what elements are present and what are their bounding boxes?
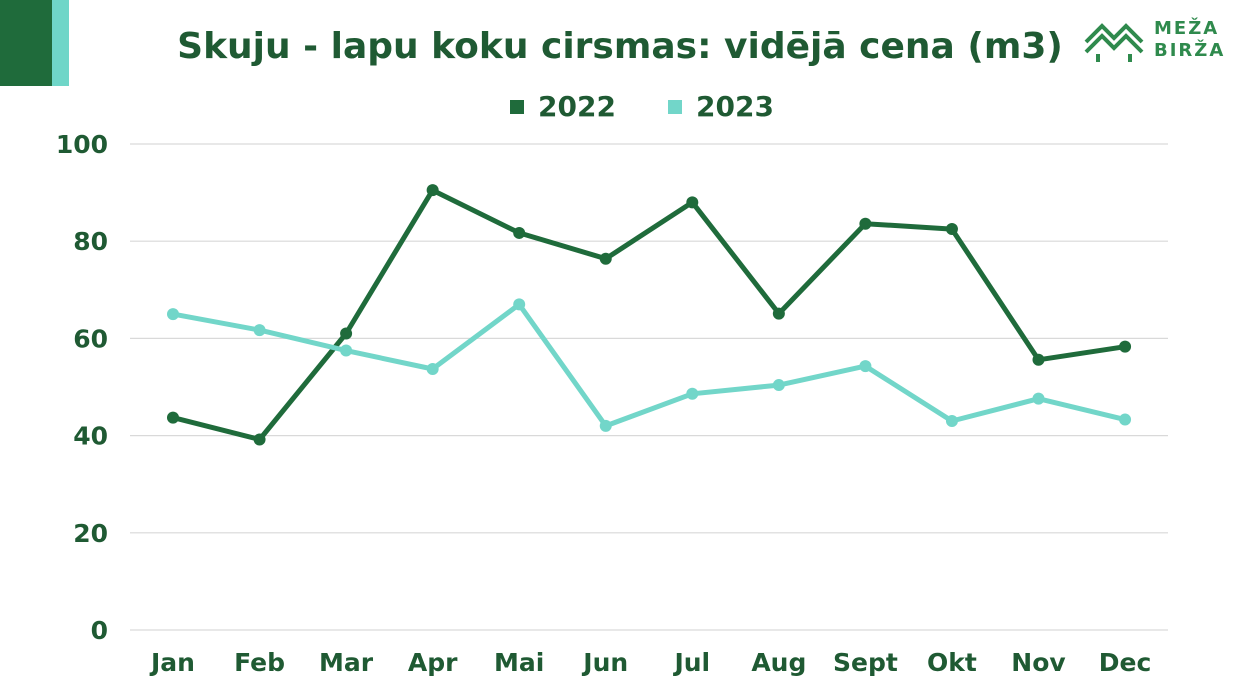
x-tick-label-jul: Jul [672, 648, 710, 677]
legend-item-2023: 2023 [668, 90, 774, 123]
chart-legend: 2022 2023 [0, 90, 1238, 124]
x-tick-label-jun: Jun [581, 648, 628, 677]
series-line-2023 [170, 301, 1128, 429]
x-tick-label-mar: Mar [319, 648, 374, 677]
logo-text: MEŽA BIRŽA [1154, 18, 1225, 62]
data-point-2022-feb [253, 433, 266, 446]
x-tick-label-sept: Sept [833, 648, 898, 677]
x-tick-label-aug: Aug [751, 648, 806, 677]
x-tick-label-apr: Apr [408, 648, 458, 677]
legend-label-2022: 2022 [538, 90, 616, 123]
data-point-2023-nov [1032, 392, 1045, 405]
y-tick-label-40: 40 [73, 422, 108, 451]
legend-label-2023: 2023 [696, 90, 774, 123]
x-tick-label-feb: Feb [234, 648, 285, 677]
logo-line-1: MEŽA [1154, 18, 1220, 39]
corner-accent-dark [0, 0, 52, 86]
data-point-2022-jun [599, 252, 612, 265]
data-point-2022-nov [1032, 353, 1045, 366]
y-tick-label-80: 80 [73, 227, 108, 256]
data-point-2022-jul [686, 196, 699, 209]
data-point-2023-feb [253, 324, 266, 337]
data-point-2023-apr [426, 363, 439, 376]
chart-title: Skuju - lapu koku cirsmas: vidējā cena (… [177, 26, 1063, 67]
data-point-2023-jan [167, 308, 179, 321]
x-tick-label-jan: Jan [149, 648, 195, 677]
data-point-2023-aug [772, 379, 785, 392]
data-point-2022-mar [340, 327, 353, 340]
data-point-2023-jun [599, 419, 612, 432]
x-tick-label-dec: Dec [1099, 648, 1152, 677]
data-point-2023-okt [945, 415, 958, 428]
data-point-2022-dec [1119, 340, 1132, 353]
data-point-2022-apr [426, 184, 439, 197]
y-tick-label-20: 20 [73, 519, 108, 548]
legend-swatch-2022 [510, 99, 524, 114]
x-tick-label-mai: Mai [494, 648, 544, 677]
logo-line-2: BIRŽA [1154, 40, 1226, 61]
y-tick-label-60: 60 [73, 324, 108, 353]
forest-mountains-icon [1084, 23, 1144, 62]
x-tick-label-nov: Nov [1011, 648, 1065, 677]
data-point-2022-okt [945, 223, 958, 236]
data-point-2022-aug [772, 307, 785, 320]
data-point-2023-jul [686, 387, 699, 400]
series-line-2022 [170, 187, 1128, 442]
x-tick-label-okt: Okt [927, 648, 977, 677]
data-point-2023-mai [513, 298, 526, 311]
legend-swatch-2023 [668, 99, 682, 114]
legend-item-2022: 2022 [510, 90, 616, 123]
y-tick-label-100: 100 [56, 130, 108, 159]
meza-birza-logo: MEŽA BIRŽA [1084, 16, 1234, 66]
corner-accent-light [52, 0, 69, 86]
data-point-2022-sept [859, 217, 872, 230]
data-point-2023-mar [340, 344, 353, 357]
y-tick-label-0: 0 [91, 616, 108, 645]
data-point-2022-jan [167, 411, 179, 424]
data-point-2023-dec [1119, 413, 1132, 426]
data-point-2023-sept [859, 360, 872, 373]
data-point-2022-mai [513, 226, 526, 239]
